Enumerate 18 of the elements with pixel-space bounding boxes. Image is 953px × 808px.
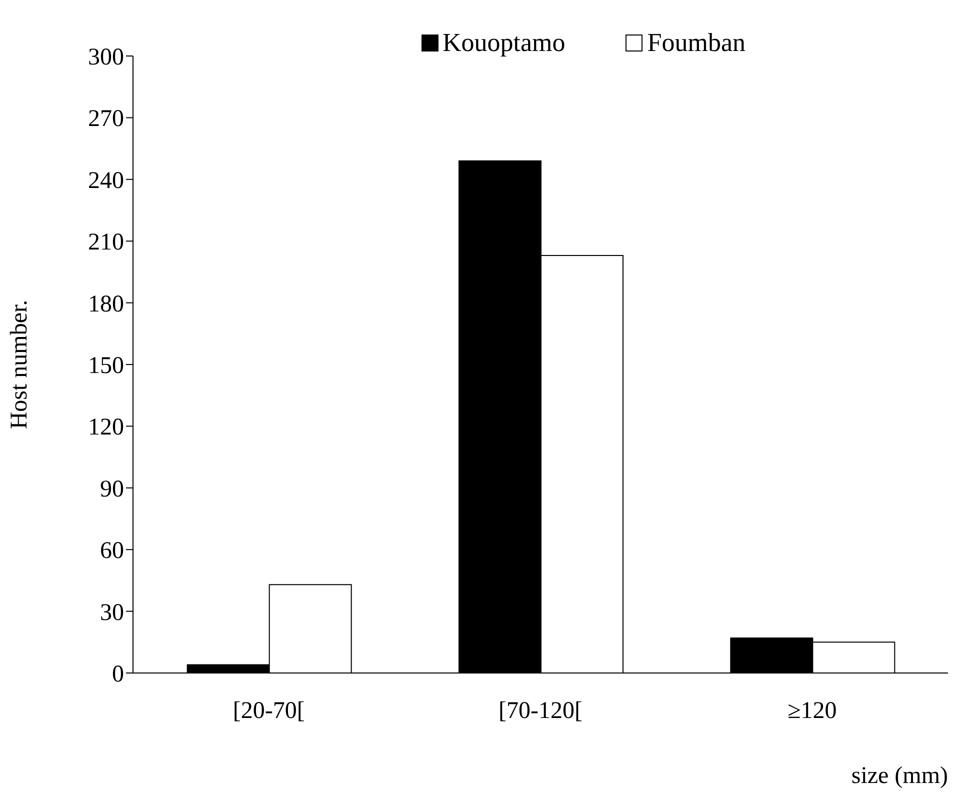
y-axis-title: Host number.: [6, 300, 33, 430]
x-axis-title: size (mm): [851, 763, 948, 789]
x-tick-label: [70-120[: [498, 698, 582, 724]
x-tick-label: [20-70[: [232, 698, 305, 724]
y-tick-label: 210: [88, 230, 124, 256]
y-tick-label: 120: [88, 414, 124, 441]
y-tick-label: 150: [88, 353, 124, 380]
x-tick-label: ≥120: [788, 698, 837, 724]
y-tick-label: 0: [112, 662, 124, 688]
legend-label: Kouoptamo: [442, 28, 566, 58]
legend-label: Foumban: [647, 28, 746, 58]
y-tick-label: 270: [88, 106, 124, 132]
y-tick-label: 30: [100, 600, 124, 626]
y-tick-label: 240: [88, 168, 124, 194]
y-tick-label: 300: [88, 44, 124, 71]
y-tick-label: 180: [88, 291, 124, 318]
y-tick-label: 60: [100, 538, 124, 564]
y-tick-label: 90: [100, 476, 124, 502]
